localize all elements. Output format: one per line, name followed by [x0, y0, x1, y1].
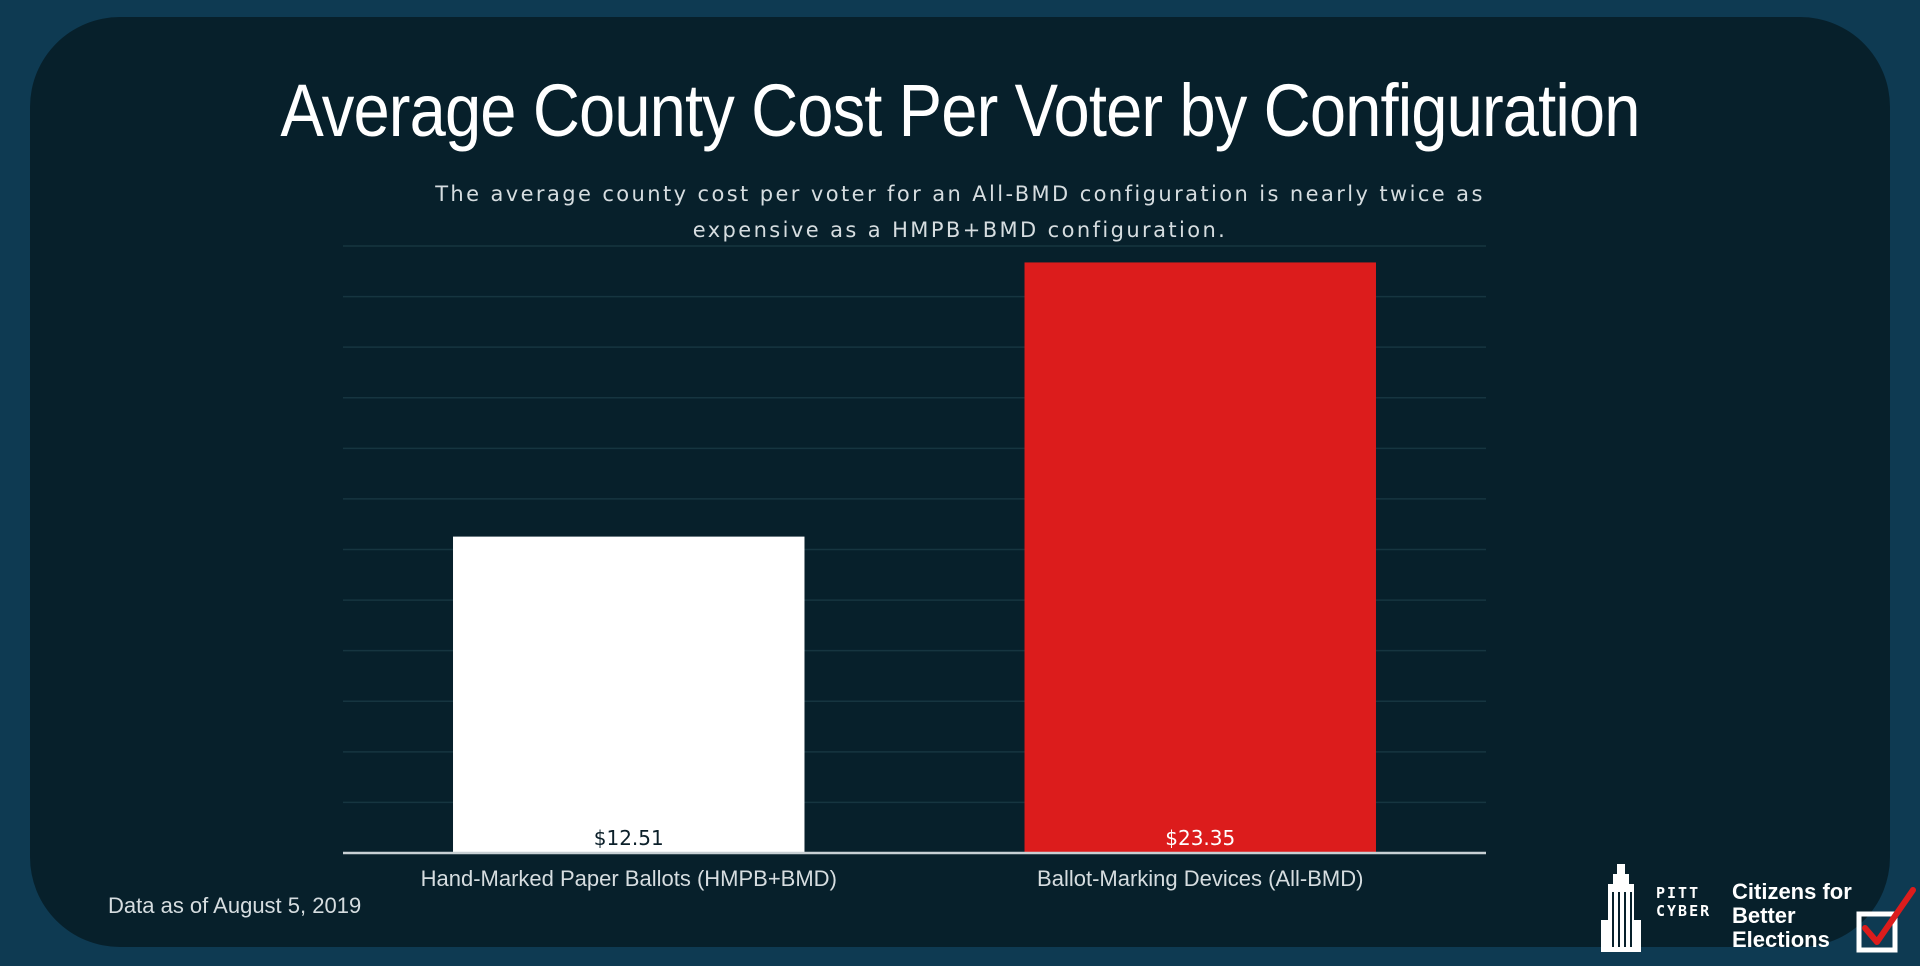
pitt-logo-line2: CYBER: [1656, 902, 1712, 920]
bars: [453, 262, 1376, 853]
chart-title: Average County Cost Per Voter by Configu…: [280, 69, 1640, 152]
bar-hmpb-bmd: [453, 536, 805, 853]
chart-panel: [30, 17, 1890, 947]
chart-subtitle: The average county cost per voter for an…: [435, 182, 1485, 242]
checkbox-check-icon: [1856, 887, 1916, 953]
pitt-cyber-logo: PITT CYBER: [1656, 884, 1711, 920]
data-date-note: Data as of August 5, 2019: [108, 893, 362, 918]
bar-value-label: $23.35: [1165, 826, 1235, 850]
cbe-logo-line1: Citizens for: [1732, 879, 1852, 904]
cbe-logo-line2: Better: [1732, 903, 1796, 928]
labels: $12.51 Hand-Marked Paper Ballots (HMPB+BM…: [421, 826, 1364, 891]
bar-value-label: $12.51: [594, 826, 664, 850]
cbe-logo-line3: Elections: [1732, 927, 1830, 952]
pitt-cathedral-logo-icon: [1601, 864, 1641, 952]
category-tick-label: Hand-Marked Paper Ballots (HMPB+BMD): [421, 866, 837, 891]
pitt-logo-line1: PITT: [1656, 884, 1701, 902]
citizens-for-better-elections-logo: Citizens for Better Elections: [1732, 880, 1852, 952]
category-tick-label: Ballot-Marking Devices (All-BMD): [1037, 866, 1363, 891]
bar-all-bmd: [1024, 262, 1376, 853]
